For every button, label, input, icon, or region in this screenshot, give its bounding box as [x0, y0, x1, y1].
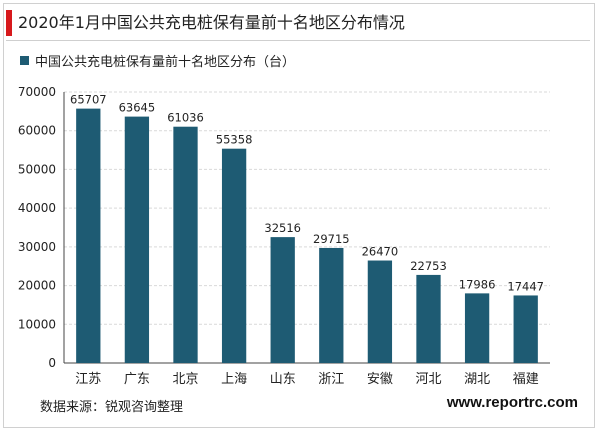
bar — [221, 148, 247, 363]
x-tick-label: 安徽 — [367, 372, 393, 387]
x-tick-label: 江苏 — [75, 371, 101, 387]
bar — [416, 274, 441, 363]
data-label: 17986 — [459, 277, 496, 291]
bar — [319, 247, 344, 363]
data-label: 63645 — [119, 101, 156, 115]
bar — [270, 237, 295, 363]
bar — [76, 108, 101, 363]
x-tick-label: 湖北 — [464, 372, 490, 387]
data-source: 数据来源：锐观咨询整理 — [40, 400, 184, 415]
y-tick-label: 0 — [48, 356, 56, 370]
bar — [464, 293, 490, 363]
site-url: www.reportrc.com — [446, 394, 578, 411]
data-label: 65707 — [70, 93, 107, 107]
y-tick-label: 20000 — [18, 279, 56, 293]
y-tick-label: 40000 — [18, 201, 56, 215]
data-label: 32516 — [264, 221, 301, 235]
data-label: 55358 — [216, 133, 253, 147]
title-divider — [6, 40, 590, 41]
x-tick-label: 上海 — [221, 372, 247, 387]
x-tick-label: 浙江 — [318, 372, 344, 387]
legend-swatch — [20, 55, 29, 65]
y-tick-label: 10000 — [18, 317, 56, 331]
bar — [124, 116, 150, 363]
x-tick-label: 福建 — [513, 372, 539, 387]
x-tick-label: 山东 — [270, 372, 296, 387]
legend: 中国公共充电桩保有量前十名地区分布（台） — [20, 52, 296, 70]
title-accent-bar — [6, 10, 12, 36]
legend-label: 中国公共充电桩保有量前十名地区分布（台） — [35, 54, 296, 70]
bar — [513, 295, 538, 363]
bar — [173, 126, 198, 363]
data-label: 26470 — [362, 245, 399, 259]
data-label: 61036 — [167, 111, 204, 125]
chart-frame — [3, 3, 595, 428]
x-tick-label: 河北 — [415, 372, 441, 387]
x-tick-label: 北京 — [172, 372, 198, 387]
data-label: 29715 — [313, 232, 350, 246]
y-tick-label: 50000 — [18, 162, 56, 176]
y-tick-label: 30000 — [18, 240, 56, 254]
x-tick-label: 广东 — [124, 372, 150, 387]
bar — [367, 260, 393, 363]
data-label: 22753 — [410, 259, 447, 273]
data-label: 17447 — [507, 279, 544, 293]
chart-title: 2020年1月中国公共充电桩保有量前十名地区分布情况 — [18, 13, 405, 32]
y-tick-label: 70000 — [18, 85, 56, 99]
y-tick-label: 60000 — [18, 124, 56, 138]
